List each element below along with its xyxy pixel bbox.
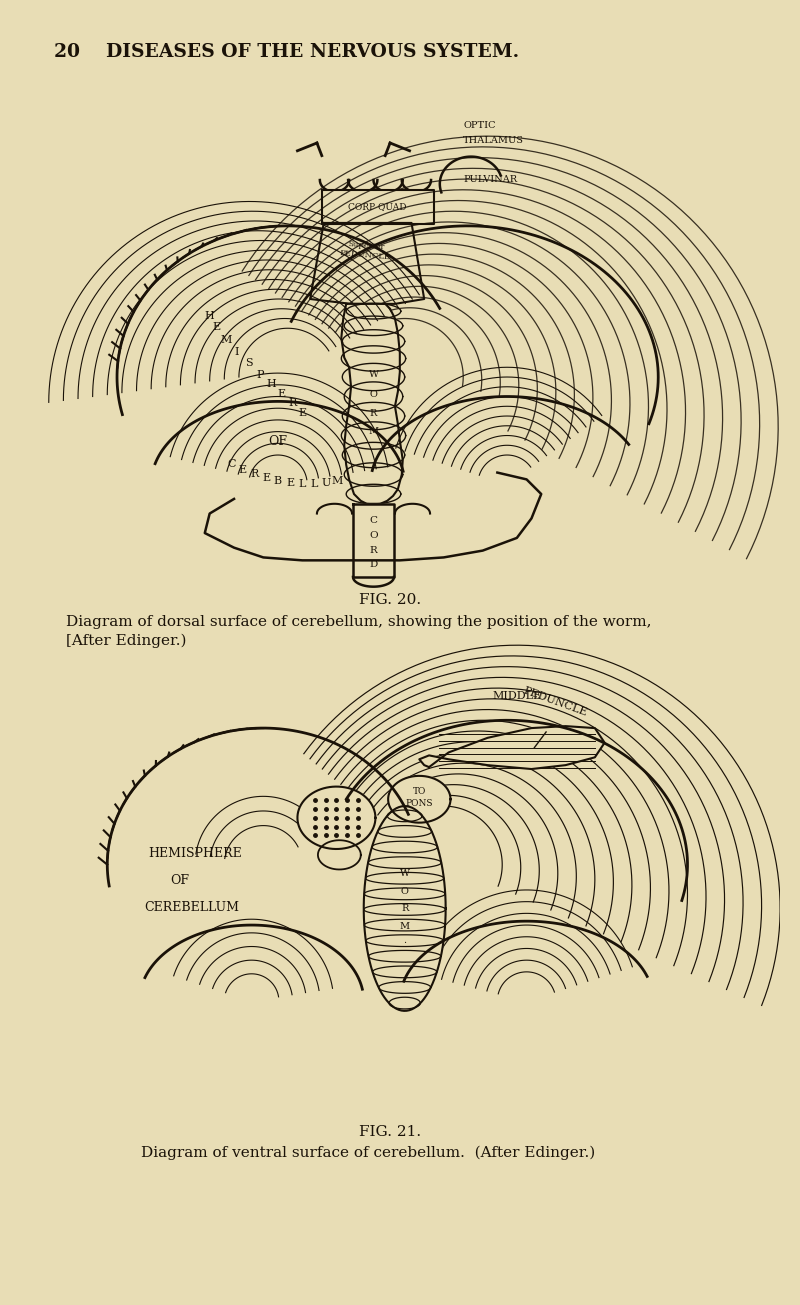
Text: M: M [221,335,232,345]
Text: PULVINAR: PULVINAR [463,175,518,184]
Text: FIG. 21.: FIG. 21. [359,1125,421,1139]
Text: M: M [400,921,410,930]
Text: W: W [400,869,410,878]
Text: U: U [321,478,330,488]
Text: E: E [238,465,247,475]
Polygon shape [364,806,446,1011]
Text: OF: OF [170,874,190,887]
Text: M: M [369,427,378,436]
Polygon shape [298,787,375,850]
Text: OPTIC: OPTIC [463,121,496,130]
Text: R: R [250,470,258,479]
Text: O: O [401,887,409,895]
Text: FIG. 20.: FIG. 20. [359,594,421,607]
Text: TO: TO [413,787,426,796]
Polygon shape [310,223,424,304]
Text: PEDUNCLE: PEDUNCLE [522,686,589,718]
Text: I: I [234,347,239,356]
Text: L: L [298,479,306,489]
Text: E: E [213,322,221,333]
Text: O: O [369,531,378,540]
Text: D: D [370,560,378,569]
Text: PONS: PONS [406,799,433,808]
Polygon shape [318,840,361,869]
Text: R: R [370,545,378,555]
Text: S: S [245,359,253,368]
Text: 20    DISEASES OF THE NERVOUS SYSTEM.: 20 DISEASES OF THE NERVOUS SYSTEM. [54,43,518,60]
Text: R: R [289,398,297,408]
Text: R: R [401,904,408,913]
Text: E: E [278,389,286,398]
Text: C: C [370,517,378,526]
Text: [After Edinger.): [After Edinger.) [66,634,187,649]
Text: Superior
PEDUNCLE: Superior PEDUNCLE [339,239,392,261]
Polygon shape [342,304,402,504]
Text: OF: OF [269,436,287,449]
Text: B: B [274,476,282,487]
Text: HEMISPHERE: HEMISPHERE [148,847,242,860]
Text: P: P [257,371,264,380]
Text: THALAMUS: THALAMUS [463,136,524,145]
Text: MIDDLE: MIDDLE [493,690,542,701]
Text: Diagram of ventral surface of cerebellum.  (After Edinger.): Diagram of ventral surface of cerebellum… [142,1146,596,1160]
Text: R: R [370,408,377,418]
Polygon shape [419,726,605,769]
Text: W: W [369,371,378,378]
Text: M: M [332,476,343,487]
Text: CORP QUAD: CORP QUAD [348,202,406,211]
Text: H: H [266,378,276,389]
Text: Diagram of dorsal surface of cerebellum, showing the position of the worm,: Diagram of dorsal surface of cerebellum,… [66,615,652,629]
Polygon shape [322,189,434,224]
Text: .: . [403,936,406,945]
Text: C: C [228,459,236,468]
Text: L: L [310,479,318,489]
Text: E: E [262,474,270,483]
Polygon shape [353,504,394,577]
Text: CEREBELLUM: CEREBELLUM [144,902,239,915]
Text: H: H [205,311,214,321]
Text: E: E [298,408,306,418]
Text: O: O [370,389,378,398]
Polygon shape [388,776,450,822]
Text: E: E [286,478,294,488]
